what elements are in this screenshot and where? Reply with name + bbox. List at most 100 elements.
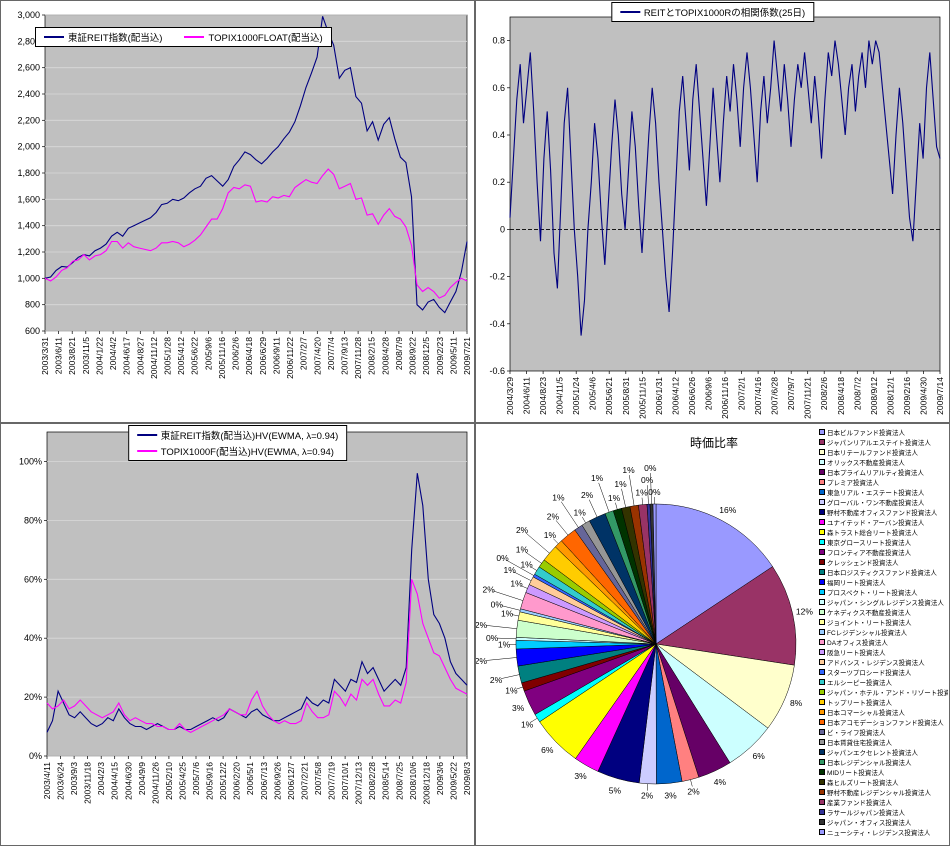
legend-series-name: 東証REIT指数(配当込)HV(EWMA, λ=0.94) — [160, 431, 339, 442]
pie-label-leader — [497, 637, 517, 640]
pie-legend-item: 日本賃貸住宅投資法人 — [819, 737, 948, 747]
pie-label-leader — [511, 614, 519, 617]
y-tick-label: 1,200 — [17, 247, 40, 257]
x-tick-label: 2004/1/22 — [95, 337, 105, 375]
pie-label-leader — [493, 590, 523, 601]
legend-line-sample — [184, 36, 205, 38]
pie-label-leader — [581, 516, 586, 524]
legend-color-swatch — [819, 519, 825, 525]
x-tick-label: 2008/7/25 — [394, 762, 404, 800]
pie-label-leader — [690, 779, 693, 787]
x-tick-label: 2007/11/28 — [353, 337, 363, 379]
pie-label-leader — [629, 475, 635, 506]
pie-percent-label: 2% — [547, 512, 560, 522]
legend-color-swatch — [819, 649, 825, 655]
pie-legend-item: アドバンス・レジデンス投資法人 — [819, 657, 948, 667]
legend-label: 東京グロースリート投資法人 — [827, 540, 912, 547]
pie-percent-label: 2% — [483, 584, 496, 594]
pie-percent-label: 0% — [491, 600, 504, 610]
legend-label: グローバル・ワン不動産投資法人 — [827, 500, 925, 507]
x-tick-label: 2004/11/26 — [150, 762, 160, 804]
x-tick-label: 2008/2/28 — [367, 762, 377, 800]
x-tick-label: 2009/2/16 — [902, 377, 912, 415]
pie-percent-label: 2% — [490, 675, 503, 685]
pie-legend-item: 日本ビルファンド投資法人 — [819, 427, 948, 437]
x-tick-label: 2008/7/9 — [394, 337, 404, 370]
pie-percent-label: 3% — [512, 703, 525, 713]
panel-volatility: 東証REIT指数(配当込)HV(EWMA, λ=0.94) TOPIX1000F(… — [0, 423, 475, 846]
x-tick-label: 2005/4/12 — [176, 337, 186, 375]
legend-color-swatch — [819, 709, 825, 715]
x-tick-label: 2006/9/26 — [272, 762, 282, 800]
legend-color-swatch — [819, 679, 825, 685]
pie-label-leader — [514, 571, 532, 581]
legend-line-sample — [136, 450, 157, 452]
pie-percent-label: 1% — [505, 686, 518, 696]
pie-legend-item: ビ・ライフ投資法人 — [819, 727, 948, 737]
y-tick-label: 0.8 — [492, 36, 505, 46]
index-chart-legend: 東証REIT指数(配当込) TOPIX1000FLOAT(配当込) — [35, 27, 332, 47]
pie-percent-label: 2% — [581, 490, 594, 500]
y-tick-label: 2,800 — [17, 36, 40, 46]
y-tick-label: 0.2 — [492, 177, 505, 187]
pie-label-leader — [641, 497, 643, 505]
pie-percent-label: 8% — [790, 698, 803, 708]
x-tick-label: 2008/12/18 — [421, 762, 431, 805]
pie-legend-item: 日本アコモデーションファンド投資法人 — [819, 717, 948, 727]
legend-color-swatch — [819, 789, 825, 795]
legend-label: ケネディクス不動産投資法人 — [827, 610, 911, 617]
pie-legend-item: 東京グロースリート投資法人 — [819, 537, 948, 547]
legend-label: MIDリート投資法人 — [827, 770, 885, 777]
y-tick-label: -0.4 — [489, 319, 505, 329]
legend-color-swatch — [819, 749, 825, 755]
pie-percent-label: 2% — [476, 656, 487, 666]
pie-label-leader — [520, 585, 528, 589]
x-tick-label: 2007/5/8 — [313, 762, 323, 795]
x-tick-label: 2004/6/30 — [123, 762, 133, 800]
legend-color-swatch — [819, 489, 825, 495]
pie-legend-item: ケネディクス不動産投資法人 — [819, 607, 948, 617]
x-tick-label: 2004/11/12 — [149, 337, 159, 379]
x-tick-label: 2008/12/5 — [421, 337, 431, 375]
pie-legend-item: ジャパンエクセレント投資法人 — [819, 747, 948, 757]
legend-label: 日本アコモデーションファンド投資法人 — [827, 720, 944, 727]
x-tick-label: 2003/3/31 — [40, 337, 50, 375]
pie-label-leader — [621, 488, 626, 508]
pie-legend-item: 阪急リート投資法人 — [819, 647, 948, 657]
x-tick-label: 2008/5/14 — [381, 762, 391, 800]
pie-percent-label: 3% — [664, 790, 677, 800]
x-tick-label: 2008/7/2 — [852, 377, 862, 410]
pie-legend-item: トップリート投資法人 — [819, 697, 948, 707]
legend-label: 日本ロジスティクスファンド投資法人 — [827, 570, 937, 577]
x-tick-label: 2007/4/20 — [312, 337, 322, 375]
x-tick-label: 2008/12/1 — [885, 377, 895, 415]
pie-label-leader — [588, 499, 598, 518]
x-tick-label: 2004/8/23 — [538, 377, 548, 415]
legend-label: オリックス不動産投資法人 — [827, 460, 905, 467]
x-tick-label: 2009/4/30 — [919, 377, 929, 415]
pie-percent-label: 1% — [552, 493, 565, 503]
legend-label: 東急リアル・エステート投資法人 — [827, 490, 925, 497]
y-tick-label: 3,000 — [17, 10, 40, 20]
x-tick-label: 2006/4/18 — [244, 337, 254, 375]
pie-legend-item: プレミア投資法人 — [819, 477, 948, 487]
legend-label: 森トラスト総合リート投資法人 — [827, 530, 918, 537]
x-tick-label: 2009/7/14 — [935, 377, 945, 415]
pie-percent-label: 2% — [641, 791, 654, 801]
pie-legend-item: スターツプロシード投資法人 — [819, 667, 948, 677]
legend-label: 日本コマーシャル投資法人 — [827, 710, 905, 717]
x-tick-label: 2007/6/28 — [770, 377, 780, 415]
pie-legend-item: MIDリート投資法人 — [819, 767, 948, 777]
legend-label: アドバンス・レジデンス投資法人 — [827, 660, 925, 667]
legend-line-sample — [44, 36, 64, 38]
panel-correlation: REITとTOPIX1000Rの相関係数(25日) 0.8 0.6 0.4 0.2 0 -… — [475, 0, 950, 423]
series-line — [509, 40, 941, 336]
pie-legend-item: グローバル・ワン不動産投資法人 — [819, 497, 948, 507]
pie-percent-label: 1% — [591, 473, 604, 483]
pie-percent-label: 3% — [574, 771, 587, 781]
legend-color-swatch — [819, 809, 825, 815]
x-tick-label: 2003/11/18 — [83, 762, 93, 804]
legend-color-swatch — [819, 559, 825, 565]
pie-label-leader — [516, 686, 523, 690]
